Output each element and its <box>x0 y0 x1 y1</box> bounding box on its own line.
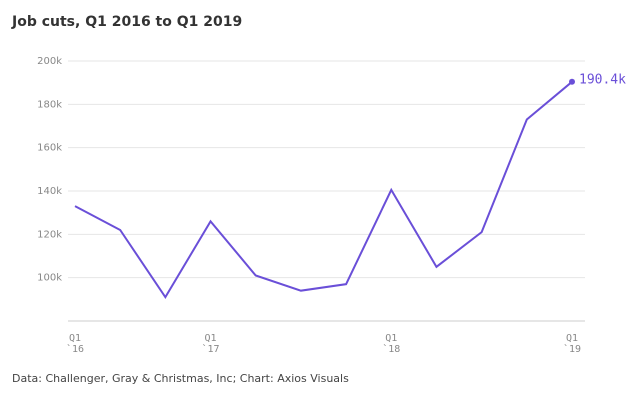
y-tick-label: 140k <box>37 186 62 197</box>
y-tick-label: 120k <box>37 229 62 240</box>
y-tick-label: 100k <box>37 273 62 284</box>
chart-title: Job cuts, Q1 2016 to Q1 2019 <box>12 14 243 30</box>
source-note: Data: Challenger, Gray & Christmas, Inc;… <box>12 372 349 385</box>
x-tick-label: Q1 `17 <box>201 333 220 355</box>
y-tick-label: 200k <box>37 56 62 67</box>
y-tick-label: 180k <box>37 99 62 110</box>
x-tick-label: Q1 `18 <box>382 333 401 355</box>
end-marker <box>569 78 575 85</box>
x-tick-label: Q1 `16 <box>65 333 85 355</box>
line <box>74 81 573 300</box>
value-label: 190.4k <box>579 72 626 87</box>
y-tick-label: 160k <box>37 143 62 154</box>
x-tick-label: Q1 `19 <box>562 333 582 355</box>
